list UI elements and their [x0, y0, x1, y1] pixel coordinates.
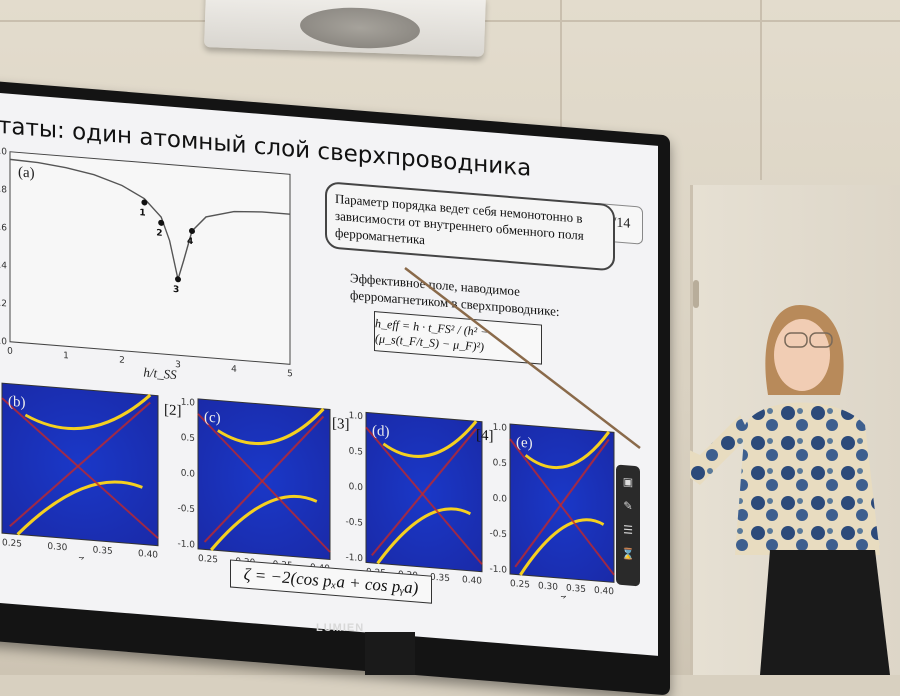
heatmap-y-tick: 1.0	[181, 398, 196, 409]
glasses	[784, 332, 808, 348]
heatmap-x-tick: 0.25	[2, 538, 22, 550]
heatmap-x-tick: 0.30	[538, 581, 558, 593]
heatmap-tag: [2]	[164, 402, 181, 419]
panel-label: (a)	[18, 164, 35, 181]
spectral-line	[514, 438, 610, 568]
marked-point	[141, 199, 148, 206]
spectral-branch	[519, 518, 605, 576]
x-tick-label: 1	[63, 351, 69, 361]
heatmap-y-tick: -0.5	[489, 529, 507, 540]
spectral-branch	[24, 393, 152, 431]
heatmap-panel: (d)[3]0.250.300.350.401.00.50.0-0.5-1.0ζ	[332, 411, 483, 599]
heatmap-x-tick: 0.35	[566, 584, 586, 596]
spectral-branch	[16, 480, 143, 536]
presenter	[690, 305, 890, 675]
heatmap-y-tick: -1.0	[345, 553, 363, 564]
skirt	[760, 550, 890, 675]
y-tick-label: 1.0	[0, 146, 7, 157]
face	[774, 319, 830, 391]
heatmap-tag: [4]	[476, 427, 493, 444]
heatmap-panel: (e)[4]0.25 0.30 0.35 0.401.00.50.0-0.5-1.0ζ	[476, 423, 615, 605]
heatmap-y-tick: -0.5	[345, 517, 363, 528]
spectral-line	[371, 428, 477, 557]
heatmap-y-tick: 1.0	[493, 423, 508, 434]
spectral-line	[9, 401, 151, 528]
heatmap-y-tick: 0.0	[349, 482, 364, 493]
point-label: 3	[173, 285, 179, 295]
x-tick-label: 4	[231, 365, 237, 375]
y-tick-label: 0.2	[0, 298, 7, 309]
heatmap-x-tick: 0.30	[47, 542, 67, 554]
heatmap-y-tick: -0.5	[177, 504, 195, 515]
heatmap-y-tick: -1.0	[177, 539, 195, 550]
x-tick-label: 3	[175, 360, 181, 370]
arm	[690, 415, 750, 485]
heatmap-x-tick: 0.25	[198, 554, 218, 566]
heatmap-x-tick: 0.35	[430, 573, 450, 585]
heatmap-y-tick: 1.0	[349, 411, 364, 422]
heatmap-label: (c)	[204, 409, 221, 426]
y-tick-label: 0.0	[0, 336, 7, 347]
heatmap-x-tick: 0.40	[462, 575, 482, 587]
order-parameter-plot: 0 1 2 3 4 5 0.0 0.2 0.4 0.6 0.8 1.0 1 2 3 4 (a) h/t_SS	[0, 146, 293, 383]
heatmap-tag: [3]	[332, 416, 349, 433]
blouse	[735, 402, 880, 555]
heatmap-x-tick: 0.35	[93, 545, 113, 557]
monitor-screen: таты: один атомный слой сверхпроводника …	[0, 92, 658, 656]
heatmap-x-tick: 0.25	[510, 579, 530, 591]
spectral-line	[509, 438, 615, 576]
x-tick-label: 5	[287, 369, 293, 379]
wall-seam	[760, 0, 762, 180]
y-tick-label: 0.6	[0, 222, 7, 233]
spectral-line	[203, 415, 325, 543]
pointer-overlay	[404, 267, 641, 449]
x-axis-label: h/t_SS	[143, 365, 177, 383]
monitor-brand: LUMIEN	[316, 622, 365, 634]
spectral-branch	[382, 420, 478, 458]
monitor-stand	[365, 632, 415, 675]
spectral-branch	[376, 507, 472, 565]
y-tick-label: 0.8	[0, 184, 7, 195]
heatmap-y-tick: -1.0	[489, 564, 507, 575]
marked-point	[175, 276, 181, 283]
x-tick-label: 0	[7, 347, 13, 357]
heatmap-x-tick: 0.40	[138, 549, 158, 561]
spectral-branch	[210, 494, 318, 551]
heatmap-y-tick: 0.0	[181, 469, 196, 480]
pointer-stick	[404, 267, 641, 449]
x-tick-label: 2	[119, 356, 125, 366]
plot-frame	[9, 151, 291, 365]
y-tick-label: 0.4	[0, 260, 7, 271]
door-handle	[693, 280, 699, 308]
spectral-branch	[524, 430, 611, 470]
point-label: 4	[187, 237, 193, 247]
heatmap-label: (d)	[372, 423, 389, 440]
wall-seam	[560, 0, 562, 180]
marked-point	[189, 228, 195, 235]
heatmap-x-tick: 0.40	[594, 586, 614, 598]
heatmap-y-tick: 0.0	[493, 494, 508, 505]
heatmap-y-tick: 0.5	[493, 458, 507, 469]
heatmap-y-tick: 0.5	[181, 433, 195, 444]
point-label: 1	[139, 208, 145, 218]
marked-point	[158, 219, 165, 226]
spectral-line	[1, 397, 159, 539]
heatmap-label: (e)	[516, 435, 533, 452]
heatmap-label: (b)	[8, 394, 25, 411]
spectral-line	[365, 426, 483, 565]
spectral-line	[197, 413, 331, 553]
point-label: 2	[156, 228, 162, 238]
heatmap-y-tick: 0.5	[349, 447, 363, 458]
spectral-branch	[217, 407, 325, 445]
order-parameter-curve	[9, 158, 290, 280]
